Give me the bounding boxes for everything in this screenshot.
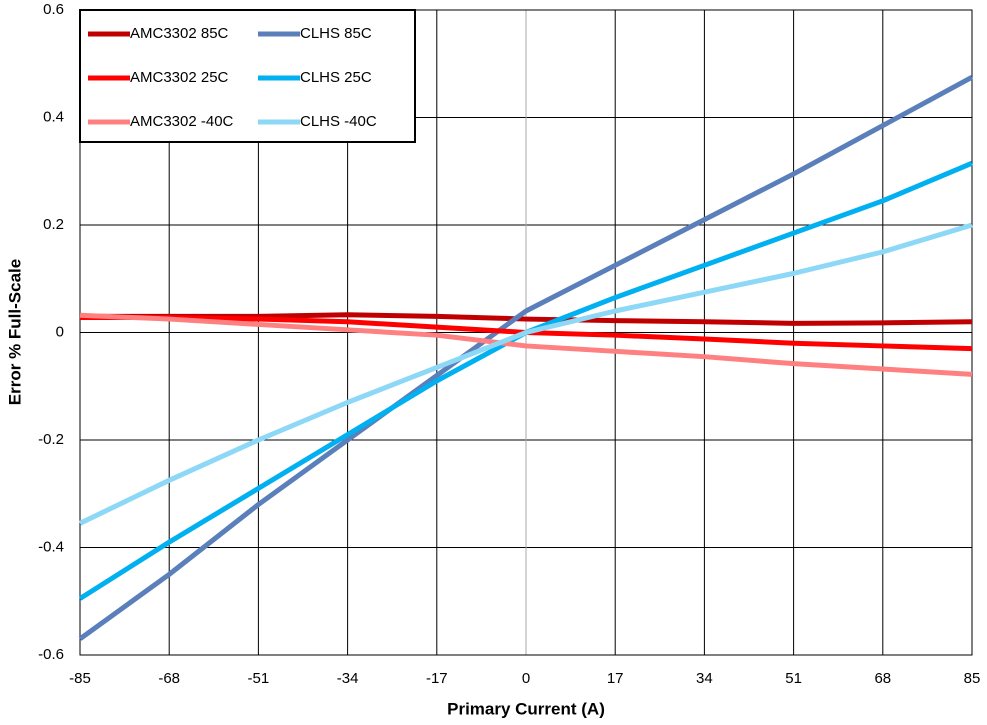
y-tick-label: 0.2 bbox=[43, 216, 64, 233]
y-axis-title: Error % Full-Scale bbox=[5, 259, 24, 405]
x-tick-label: 68 bbox=[874, 670, 891, 687]
x-tick-label: 17 bbox=[607, 670, 624, 687]
x-tick-label: 34 bbox=[696, 670, 713, 687]
y-tick-label: -0.2 bbox=[38, 431, 64, 448]
plot-frame bbox=[79, 9, 973, 656]
x-tick-label: -68 bbox=[158, 670, 180, 687]
series-line bbox=[78, 74, 974, 641]
legend-label: CLHS 85C bbox=[300, 25, 372, 42]
legend-label: AMC3302 -40C bbox=[130, 113, 234, 130]
x-tick-label: -85 bbox=[69, 670, 91, 687]
legend-label: CLHS -40C bbox=[300, 113, 377, 130]
x-tick-label: -17 bbox=[426, 670, 448, 687]
x-tick-label: -51 bbox=[248, 670, 270, 687]
x-tick-label: 51 bbox=[785, 670, 802, 687]
y-tick-label: -0.6 bbox=[38, 646, 64, 663]
legend-label: AMC3302 25C bbox=[130, 69, 229, 86]
legend-label: AMC3302 85C bbox=[130, 25, 229, 42]
series-line bbox=[78, 222, 973, 526]
y-tick-label: 0.6 bbox=[43, 1, 64, 18]
x-tick-label: -34 bbox=[337, 670, 359, 687]
y-tick-label: 0 bbox=[56, 323, 64, 340]
y-tick-label: 0.4 bbox=[43, 108, 64, 125]
legend-box bbox=[79, 9, 416, 143]
y-tick-label: -0.4 bbox=[38, 538, 64, 555]
x-tick-label: 85 bbox=[964, 670, 981, 687]
x-axis-title: Primary Current (A) bbox=[447, 699, 605, 718]
legend-label: CLHS 25C bbox=[300, 69, 372, 86]
series-line bbox=[79, 312, 973, 377]
x-tick-label: 0 bbox=[522, 670, 530, 687]
